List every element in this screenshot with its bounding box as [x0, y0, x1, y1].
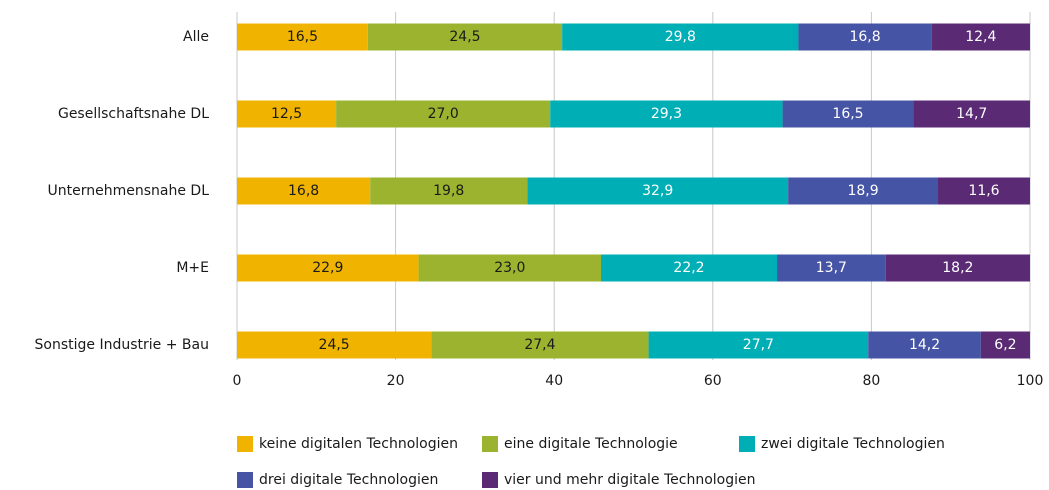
data-label: 11,6	[968, 183, 999, 199]
data-label: 14,7	[956, 106, 987, 122]
legend-label: vier und mehr digitale Technologien	[504, 472, 756, 488]
data-label: 6,2	[994, 337, 1016, 353]
data-label: 12,5	[271, 106, 302, 122]
data-label: 12,4	[965, 29, 996, 45]
y-tick-label: M+E	[176, 260, 209, 276]
bar-segment	[885, 254, 1030, 282]
x-tick-label: 60	[704, 373, 722, 389]
data-label: 22,2	[673, 260, 704, 276]
legend-swatch	[482, 436, 498, 452]
bar-segment	[237, 100, 337, 128]
bar-segment	[788, 177, 939, 205]
data-label: 18,9	[847, 183, 878, 199]
x-tick-label: 0	[233, 373, 242, 389]
bar-segment	[550, 100, 783, 128]
data-label: 27,7	[743, 337, 774, 353]
bar-segment	[237, 23, 368, 51]
data-label: 24,5	[319, 337, 350, 353]
legend-label: keine digitalen Technologien	[259, 436, 458, 452]
data-label: 13,7	[816, 260, 847, 276]
x-tick-label: 40	[545, 373, 563, 389]
bar-segment	[237, 254, 419, 282]
legend-swatch	[482, 472, 498, 488]
x-tick-label: 20	[387, 373, 405, 389]
data-label: 16,5	[287, 29, 318, 45]
bar-segment	[600, 254, 778, 282]
data-label: 29,3	[651, 106, 682, 122]
bar-segment	[777, 254, 886, 282]
bar-segment	[931, 23, 1030, 51]
legend-label: eine digitale Technologie	[504, 436, 678, 452]
data-label: 29,8	[665, 29, 696, 45]
legend-swatch	[237, 436, 253, 452]
data-label: 27,0	[428, 106, 459, 122]
bar-segment	[980, 331, 1030, 359]
legend-swatch	[739, 436, 755, 452]
bar-segment	[782, 100, 914, 128]
data-label: 27,4	[524, 337, 555, 353]
data-label: 16,8	[849, 29, 880, 45]
bar-segment	[913, 100, 1030, 128]
bar-segment	[868, 331, 981, 359]
data-label: 32,9	[642, 183, 673, 199]
x-tick-label: 80	[862, 373, 880, 389]
data-label: 22,9	[312, 260, 343, 276]
bar-segment	[431, 331, 649, 359]
bar-segment	[370, 177, 528, 205]
legend-swatch	[237, 472, 253, 488]
bar-segment	[237, 331, 432, 359]
y-tick-label: Sonstige Industrie + Bau	[35, 337, 209, 353]
bar-segment	[237, 177, 371, 205]
bar-segment	[798, 23, 932, 51]
y-tick-label: Unternehmensnahe DL	[48, 183, 210, 199]
data-label: 18,2	[942, 260, 973, 276]
data-label: 24,5	[449, 29, 480, 45]
bar-segment	[562, 23, 799, 51]
y-tick-label: Alle	[183, 29, 209, 45]
data-label: 19,8	[433, 183, 464, 199]
y-tick-label: Gesellschaftsnahe DL	[58, 106, 209, 122]
legend-label: zwei digitale Technologien	[761, 436, 945, 452]
bar-segment	[336, 100, 551, 128]
data-label: 16,8	[288, 183, 319, 199]
legend-label: drei digitale Technologien	[259, 472, 438, 488]
data-label: 16,5	[832, 106, 863, 122]
bar-segment	[938, 177, 1030, 205]
bar-segment	[418, 254, 601, 282]
bar-segment	[648, 331, 869, 359]
data-label: 23,0	[494, 260, 525, 276]
data-label: 14,2	[909, 337, 940, 353]
bar-segment	[367, 23, 563, 51]
x-tick-label: 100	[1017, 373, 1044, 389]
bar-segment	[527, 177, 789, 205]
